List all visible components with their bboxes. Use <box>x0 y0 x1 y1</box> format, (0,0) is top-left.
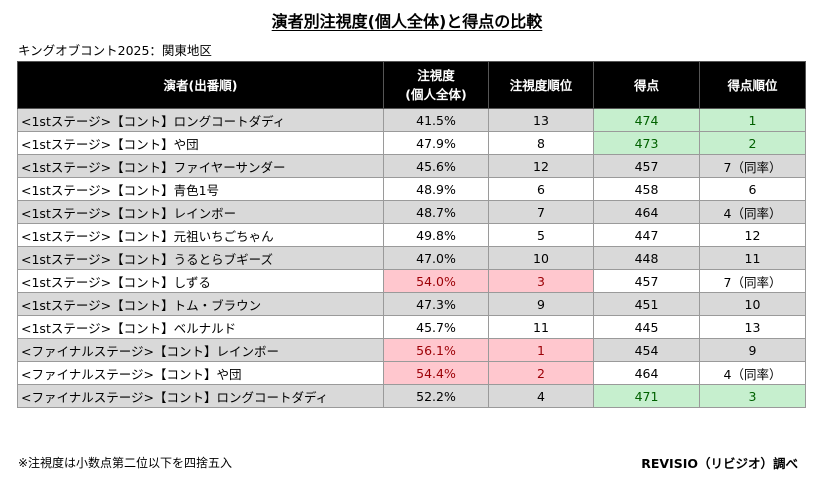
attention-cell: 54.0% <box>383 269 489 293</box>
header-attention-line2: (個人全体) <box>405 87 467 102</box>
attention-cell: 47.3% <box>383 292 489 316</box>
performer-cell: <1stステージ>【コント】うるとらブギーズ <box>17 246 384 270</box>
attention-rank-cell: 10 <box>488 246 594 270</box>
table-row: <1stステージ>【コント】レインボー 48.7% 7 464 4（同率） <box>17 200 806 224</box>
performer-cell: <1stステージ>【コント】レインボー <box>17 200 384 224</box>
performer-cell: <1stステージ>【コント】や団 <box>17 131 384 155</box>
score-cell: 464 <box>593 200 700 224</box>
performer-cell: <1stステージ>【コント】青色1号 <box>17 177 384 201</box>
score-cell: 474 <box>593 108 700 132</box>
score-rank-cell: 4（同率） <box>699 200 806 224</box>
score-cell: 447 <box>593 223 700 247</box>
score-cell: 458 <box>593 177 700 201</box>
attention-cell: 54.4% <box>383 361 489 385</box>
score-rank-cell: 10 <box>699 292 806 316</box>
attention-rank-cell: 5 <box>488 223 594 247</box>
table-row: <ファイナルステージ>【コント】レインボー 56.1% 1 454 9 <box>17 338 806 362</box>
table-row: <1stステージ>【コント】元祖いちごちゃん 49.8% 5 447 12 <box>17 223 806 247</box>
performer-cell: <1stステージ>【コント】しずる <box>17 269 384 293</box>
table-row: <1stステージ>【コント】ベルナルド 45.7% 11 445 13 <box>17 315 806 339</box>
attention-rank-cell: 1 <box>488 338 594 362</box>
score-rank-cell: 13 <box>699 315 806 339</box>
score-cell: 473 <box>593 131 700 155</box>
score-rank-cell: 2 <box>699 131 806 155</box>
performer-cell: <1stステージ>【コント】ファイヤーサンダー <box>17 154 384 178</box>
score-rank-cell: 7（同率） <box>699 269 806 293</box>
attention-cell: 45.7% <box>383 315 489 339</box>
attention-rank-cell: 9 <box>488 292 594 316</box>
table-row: <ファイナルステージ>【コント】や団 54.4% 2 464 4（同率） <box>17 361 806 385</box>
score-rank-cell: 7（同率） <box>699 154 806 178</box>
subtitle: キングオブコント2025：関東地区 <box>18 43 212 58</box>
table-row: <1stステージ>【コント】トム・ブラウン 47.3% 9 451 10 <box>17 292 806 316</box>
table-row: <1stステージ>【コント】しずる 54.0% 3 457 7（同率） <box>17 269 806 293</box>
attention-cell: 47.9% <box>383 131 489 155</box>
table-row: <1stステージ>【コント】ファイヤーサンダー 45.6% 12 457 7（同率） <box>17 154 806 178</box>
attention-rank-cell: 4 <box>488 384 594 408</box>
table-row: <1stステージ>【コント】青色1号 48.9% 6 458 6 <box>17 177 806 201</box>
attention-cell: 56.1% <box>383 338 489 362</box>
attention-rank-cell: 3 <box>488 269 594 293</box>
header-score: 得点 <box>593 61 700 109</box>
table-header-row: 演者(出番順) 注視度 (個人全体) 注視度順位 得点 得点順位 <box>17 61 806 109</box>
score-rank-cell: 3 <box>699 384 806 408</box>
attention-cell: 48.7% <box>383 200 489 224</box>
score-rank-cell: 1 <box>699 108 806 132</box>
table-row: <1stステージ>【コント】うるとらブギーズ 47.0% 10 448 11 <box>17 246 806 270</box>
header-performer: 演者(出番順) <box>17 61 384 109</box>
attention-rank-cell: 13 <box>488 108 594 132</box>
performer-cell: <ファイナルステージ>【コント】ロングコートダディ <box>17 384 384 408</box>
credit: REVISIO（リビジオ）調べ <box>641 456 798 471</box>
header-attention-line1: 注視度 <box>417 68 455 83</box>
attention-cell: 47.0% <box>383 246 489 270</box>
score-cell: 454 <box>593 338 700 362</box>
performer-cell: <ファイナルステージ>【コント】や団 <box>17 361 384 385</box>
score-cell: 451 <box>593 292 700 316</box>
performer-cell: <1stステージ>【コント】ベルナルド <box>17 315 384 339</box>
attention-rank-cell: 8 <box>488 131 594 155</box>
attention-cell: 45.6% <box>383 154 489 178</box>
table-row: <1stステージ>【コント】や団 47.9% 8 473 2 <box>17 131 806 155</box>
page-title: 演者別注視度(個人全体)と得点の比較 <box>271 12 543 31</box>
score-cell: 471 <box>593 384 700 408</box>
attention-rank-cell: 12 <box>488 154 594 178</box>
header-attention-rank: 注視度順位 <box>488 61 594 109</box>
attention-rank-cell: 11 <box>488 315 594 339</box>
header-score-rank: 得点順位 <box>699 61 806 109</box>
attention-cell: 49.8% <box>383 223 489 247</box>
performer-cell: <1stステージ>【コント】トム・ブラウン <box>17 292 384 316</box>
attention-cell: 52.2% <box>383 384 489 408</box>
footnote: ※注視度は小数点第二位以下を四捨五入 <box>18 456 233 470</box>
header-attention: 注視度 (個人全体) <box>383 61 489 109</box>
score-rank-cell: 6 <box>699 177 806 201</box>
score-rank-cell: 11 <box>699 246 806 270</box>
score-rank-cell: 9 <box>699 338 806 362</box>
score-cell: 464 <box>593 361 700 385</box>
performer-cell: <1stステージ>【コント】元祖いちごちゃん <box>17 223 384 247</box>
score-rank-cell: 4（同率） <box>699 361 806 385</box>
performer-cell: <ファイナルステージ>【コント】レインボー <box>17 338 384 362</box>
score-cell: 445 <box>593 315 700 339</box>
attention-rank-cell: 6 <box>488 177 594 201</box>
attention-cell: 48.9% <box>383 177 489 201</box>
table-row: <1stステージ>【コント】ロングコートダディ 41.5% 13 474 1 <box>17 108 806 132</box>
score-cell: 457 <box>593 154 700 178</box>
table-row: <ファイナルステージ>【コント】ロングコートダディ 52.2% 4 471 3 <box>17 384 806 408</box>
performer-cell: <1stステージ>【コント】ロングコートダディ <box>17 108 384 132</box>
comparison-table: 演者(出番順) 注視度 (個人全体) 注視度順位 得点 得点順位 <1stステー… <box>17 61 806 408</box>
score-cell: 457 <box>593 269 700 293</box>
table-body: <1stステージ>【コント】ロングコートダディ 41.5% 13 474 1 <1stステ… <box>17 108 806 408</box>
attention-rank-cell: 7 <box>488 200 594 224</box>
attention-rank-cell: 2 <box>488 361 594 385</box>
score-rank-cell: 12 <box>699 223 806 247</box>
attention-cell: 41.5% <box>383 108 489 132</box>
score-cell: 448 <box>593 246 700 270</box>
